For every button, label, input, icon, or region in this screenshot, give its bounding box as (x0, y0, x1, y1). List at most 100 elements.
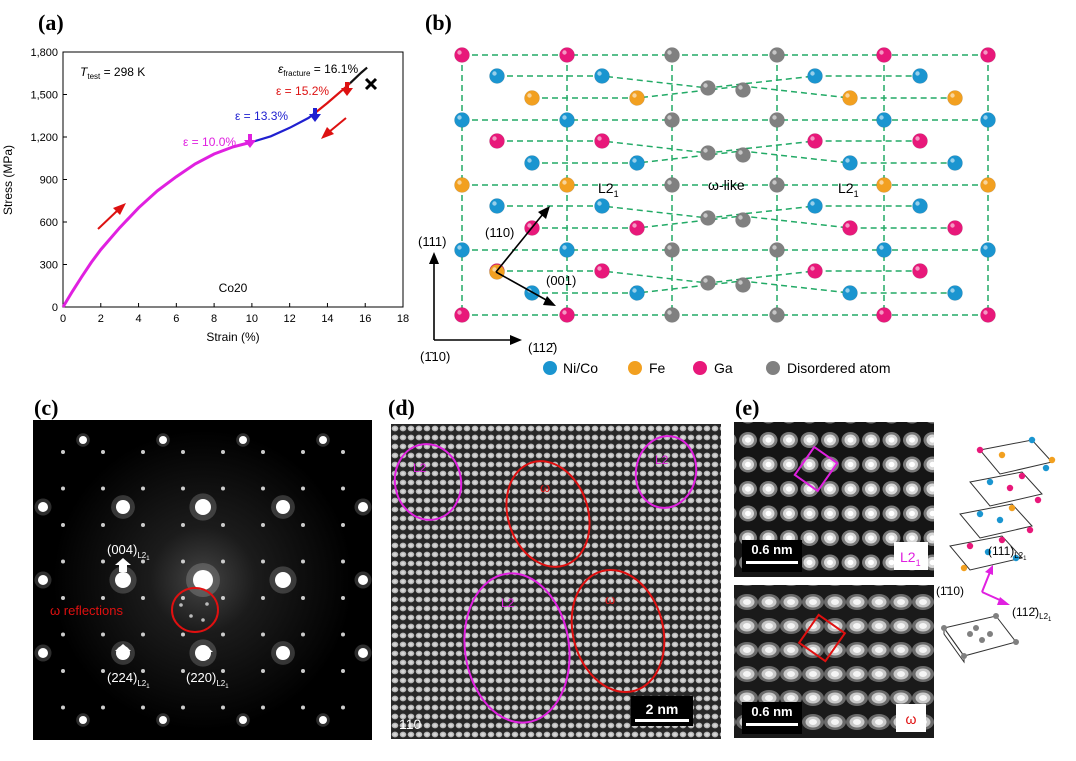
weak-spot (101, 450, 105, 454)
atom-highlight (457, 310, 462, 315)
atom (735, 147, 751, 163)
x-tick-label: 8 (211, 313, 217, 325)
atom-highlight (562, 50, 567, 55)
atom (769, 307, 785, 323)
atom-highlight (457, 50, 462, 55)
weak-spot (181, 523, 185, 527)
atom (807, 263, 823, 279)
reflection-220: (220)L21 (186, 670, 229, 690)
bond-line (532, 85, 955, 99)
l21-unit-cell (793, 445, 839, 493)
fracture-cross-icon (364, 77, 378, 91)
omega-region-1 (505, 460, 591, 568)
unloading-arrow-icon (321, 117, 347, 139)
model-atom (966, 542, 974, 550)
weak-spot (181, 632, 185, 637)
diffraction-spot (38, 575, 48, 585)
scale-bar (635, 719, 689, 722)
x-tick-label: 14 (321, 313, 333, 325)
x-tick-label: 2 (98, 313, 104, 325)
atom-highlight (983, 245, 988, 250)
weak-spot (261, 596, 265, 600)
weak-spot (181, 486, 185, 491)
atom-highlight (983, 115, 988, 120)
panel-label-d: (d) (388, 395, 415, 420)
weak-spot (341, 669, 345, 673)
annotation-15-2: ε = 15.2% (276, 84, 329, 98)
atom (876, 177, 892, 193)
atom (559, 47, 575, 63)
x-tick-label: 16 (359, 313, 371, 325)
atom-highlight (632, 158, 637, 163)
loading-arrow-icon (97, 203, 126, 230)
model-atom (1034, 496, 1042, 504)
atom (664, 177, 680, 193)
diffraction-spot (319, 716, 327, 724)
atom (947, 155, 963, 171)
weak-spot (61, 632, 65, 637)
diffraction-spot (275, 572, 291, 588)
atom (594, 263, 610, 279)
panel-label-a: (a) (38, 10, 64, 35)
atom (454, 242, 470, 258)
atom-highlight (527, 223, 532, 228)
atom-highlight (527, 93, 532, 98)
atom-highlight (738, 215, 743, 220)
direction-111: (111) (418, 234, 446, 249)
weak-spot (101, 669, 105, 673)
weak-spot (101, 523, 105, 527)
omega-spot (205, 602, 209, 606)
model-dir-111: (111)L21 (988, 544, 1027, 562)
l21-region-3 (463, 572, 571, 724)
atom-highlight (772, 245, 777, 250)
weak-spot (61, 450, 65, 454)
down-arrow-icon (309, 108, 321, 122)
atom (594, 133, 610, 149)
weak-spot (141, 669, 145, 673)
omega-model-atom (979, 637, 985, 643)
atom (980, 112, 996, 128)
atom-highlight (597, 71, 602, 76)
x-tick-label: 10 (246, 313, 258, 325)
arrow-224-icon (115, 644, 131, 659)
weak-spot (181, 596, 185, 600)
down-arrow-icon (341, 82, 353, 96)
l21-region-1 (393, 443, 463, 521)
atom (594, 198, 610, 214)
l21-label-2: L2 (655, 453, 669, 467)
model-atom (976, 510, 984, 518)
model-atom (1042, 464, 1050, 472)
diffraction-spot (116, 500, 130, 514)
model-box (979, 439, 1053, 475)
model-atom (1018, 472, 1026, 480)
atom-highlight (562, 310, 567, 315)
weak-spot (141, 632, 145, 637)
diffraction-pattern: ω reflections (004)L21 (224)L21 (220)L21 (33, 420, 372, 740)
atom-highlight (879, 50, 884, 55)
legend-label-fe: Fe (649, 360, 666, 376)
annotation-10-0: ε = 10.0% (183, 135, 236, 149)
x-tick-label: 4 (135, 313, 141, 325)
model-atom (996, 516, 1004, 524)
atom (769, 242, 785, 258)
series-line-4 (349, 66, 368, 84)
atom (454, 177, 470, 193)
atom (629, 155, 645, 171)
atom-highlight (810, 201, 815, 206)
weak-spot (341, 632, 345, 637)
weak-spot (221, 669, 225, 673)
direction-m110: (1̄10) (420, 349, 450, 364)
weak-spot (261, 486, 265, 491)
atom-highlight (457, 180, 462, 185)
x-axis-title: Strain (%) (206, 330, 259, 344)
atom-highlight (597, 136, 602, 141)
diffraction-spot (79, 716, 87, 724)
atom-highlight (879, 180, 884, 185)
weak-spot (61, 523, 65, 527)
atom (912, 68, 928, 84)
atom-highlight (879, 245, 884, 250)
atom (876, 47, 892, 63)
weak-spot (61, 559, 65, 564)
diffraction-spot (276, 646, 290, 660)
atom-highlight (950, 158, 955, 163)
